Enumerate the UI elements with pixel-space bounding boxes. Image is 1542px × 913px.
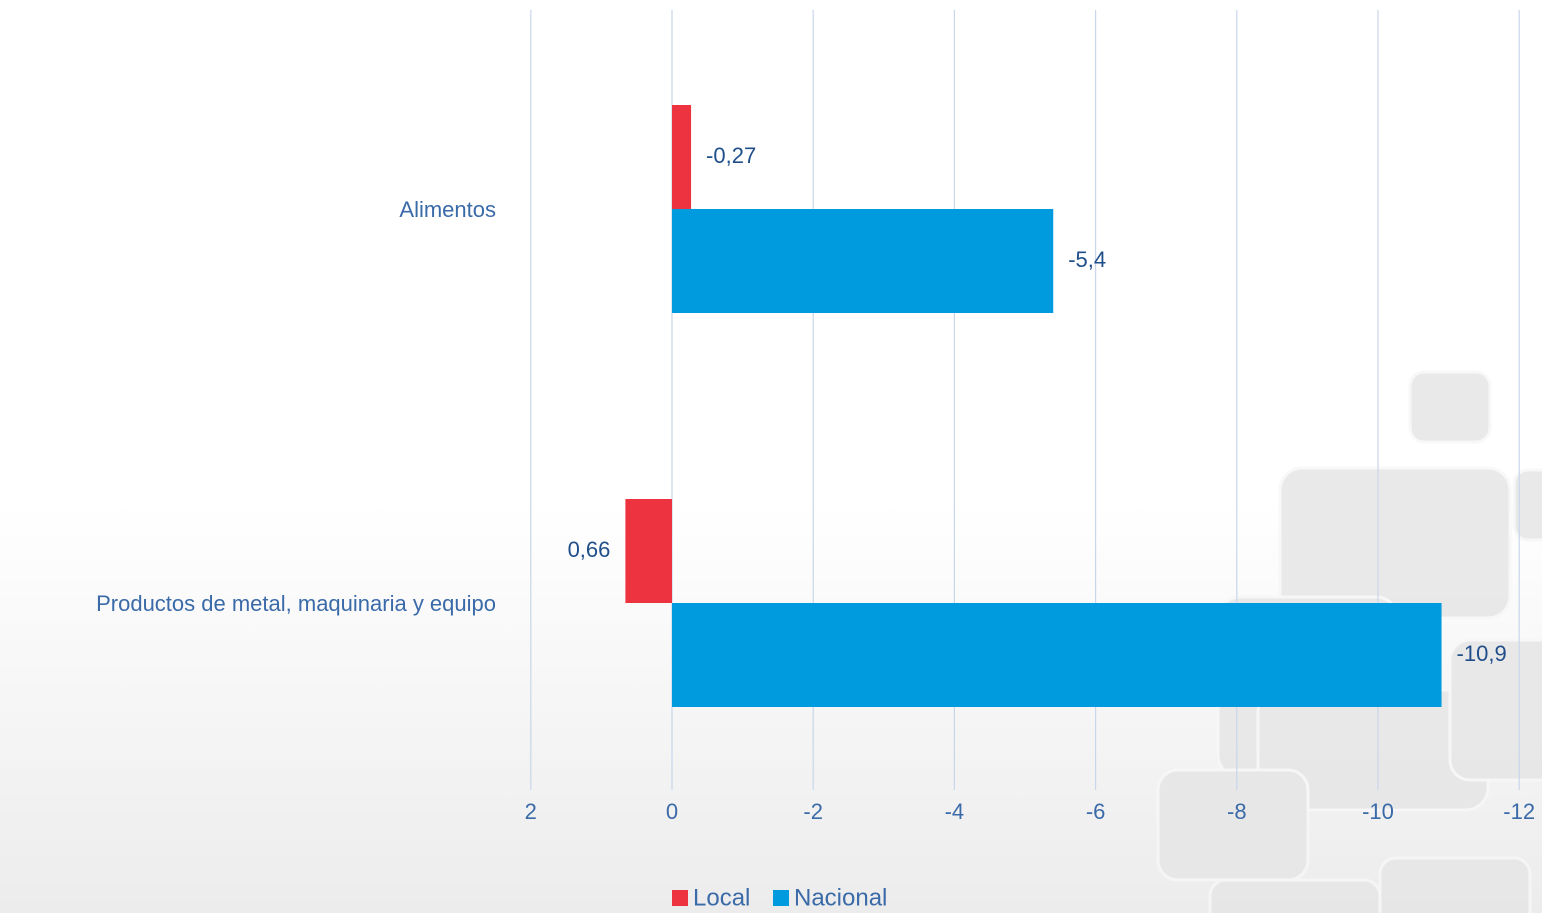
category-labels: Alimentos Productos de metal, maquinaria … [96, 197, 496, 616]
legend-label-local: Local [693, 884, 750, 911]
bar-nacional [672, 209, 1054, 313]
category-label: Alimentos [399, 197, 496, 222]
x-tick-label: -2 [803, 799, 823, 824]
x-tick-label: -6 [1086, 799, 1106, 824]
x-tick-label: 0 [666, 799, 678, 824]
legend-swatch-nacional [773, 890, 789, 906]
bar-local [625, 499, 672, 603]
category-label: Productos de metal, maquinaria y equipo [96, 591, 496, 616]
data-labels: -0,27 -5,4 0,66 -10,9 [568, 143, 1507, 666]
data-label: -5,4 [1068, 247, 1106, 272]
data-label: -0,27 [706, 143, 756, 168]
legend-label-nacional: Nacional [794, 884, 887, 911]
legend: Local Nacional [672, 884, 887, 911]
x-axis-tick-labels: 2 0 -2 -4 -6 -8 -10 -12 [525, 799, 1535, 824]
bar-nacional [672, 603, 1442, 707]
bar-local [672, 105, 692, 209]
x-tick-label: -4 [945, 799, 965, 824]
legend-swatch-local [672, 890, 688, 906]
data-label: -10,9 [1457, 641, 1507, 666]
x-tick-label: -12 [1503, 799, 1535, 824]
bars [625, 105, 1442, 707]
x-tick-label: -10 [1362, 799, 1394, 824]
x-tick-label: -8 [1227, 799, 1247, 824]
data-label: 0,66 [568, 537, 611, 562]
x-tick-label: 2 [525, 799, 537, 824]
